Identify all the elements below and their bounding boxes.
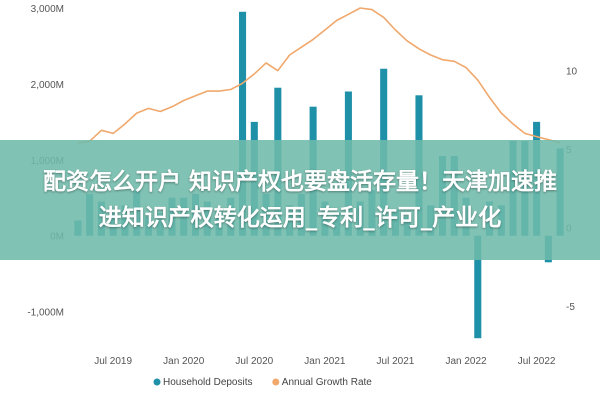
banner-line-2: 进知识产权转化运用_专利_许可_产业化 [98, 205, 502, 231]
legend-marker-0 [153, 378, 161, 386]
x-tick-4: Jul 2021 [377, 356, 415, 367]
legend-label-1: Annual Growth Rate [282, 377, 372, 388]
bar-34 [474, 235, 482, 339]
bar-14 [239, 11, 247, 236]
x-tick-6: Jul 2022 [518, 356, 556, 367]
y-left-tick-4: -1,000M [27, 308, 64, 319]
legend-marker-1 [272, 378, 280, 386]
legend-label-0: Household Deposits [163, 377, 253, 388]
x-tick-3: Jan 2021 [304, 356, 346, 367]
x-tick-1: Jan 2020 [163, 356, 205, 367]
y-right-tick-0: 10 [566, 67, 578, 78]
x-tick-5: Jan 2022 [445, 356, 487, 367]
title-banner: 配资怎么开户 知识产权也要盘活存量！天津加速推 进知识产权转化运用_专利_许可_… [0, 140, 600, 260]
y-left-tick-0: 3,000M [31, 4, 64, 15]
growth-rate-line [77, 7, 561, 144]
y-right-tick-3: -5 [566, 302, 575, 313]
x-tick-0: Jul 2019 [94, 356, 132, 367]
x-tick-2: Jul 2020 [235, 356, 273, 367]
y-left-tick-1: 2,000M [31, 80, 64, 91]
banner-line-1: 配资怎么开户 知识产权也要盘活存量！天津加速推 [42, 169, 557, 195]
